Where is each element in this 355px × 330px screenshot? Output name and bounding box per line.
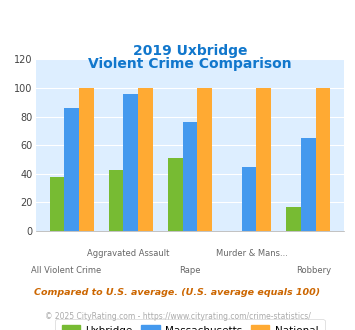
Bar xyxy=(242,167,256,231)
Bar xyxy=(79,88,94,231)
Text: Rape: Rape xyxy=(179,266,201,275)
Text: Aggravated Assault: Aggravated Assault xyxy=(87,249,169,258)
Bar xyxy=(316,88,330,231)
Bar xyxy=(64,108,79,231)
Bar xyxy=(138,88,153,231)
Text: All Violent Crime: All Violent Crime xyxy=(31,266,102,275)
Text: Murder & Mans...: Murder & Mans... xyxy=(216,249,288,258)
Bar xyxy=(286,207,301,231)
Legend: Uxbridge, Massachusetts, National: Uxbridge, Massachusetts, National xyxy=(55,318,324,330)
Bar xyxy=(124,94,138,231)
Bar xyxy=(109,170,124,231)
Text: Compared to U.S. average. (U.S. average equals 100): Compared to U.S. average. (U.S. average … xyxy=(34,287,321,297)
Bar xyxy=(168,158,182,231)
Text: Violent Crime Comparison: Violent Crime Comparison xyxy=(88,57,292,71)
Bar xyxy=(256,88,271,231)
Bar xyxy=(50,177,64,231)
Text: © 2025 CityRating.com - https://www.cityrating.com/crime-statistics/: © 2025 CityRating.com - https://www.city… xyxy=(45,312,310,321)
Bar xyxy=(301,138,316,231)
Text: 2019 Uxbridge: 2019 Uxbridge xyxy=(133,44,247,58)
Bar xyxy=(197,88,212,231)
Text: Robbery: Robbery xyxy=(296,266,331,275)
Bar xyxy=(182,122,197,231)
